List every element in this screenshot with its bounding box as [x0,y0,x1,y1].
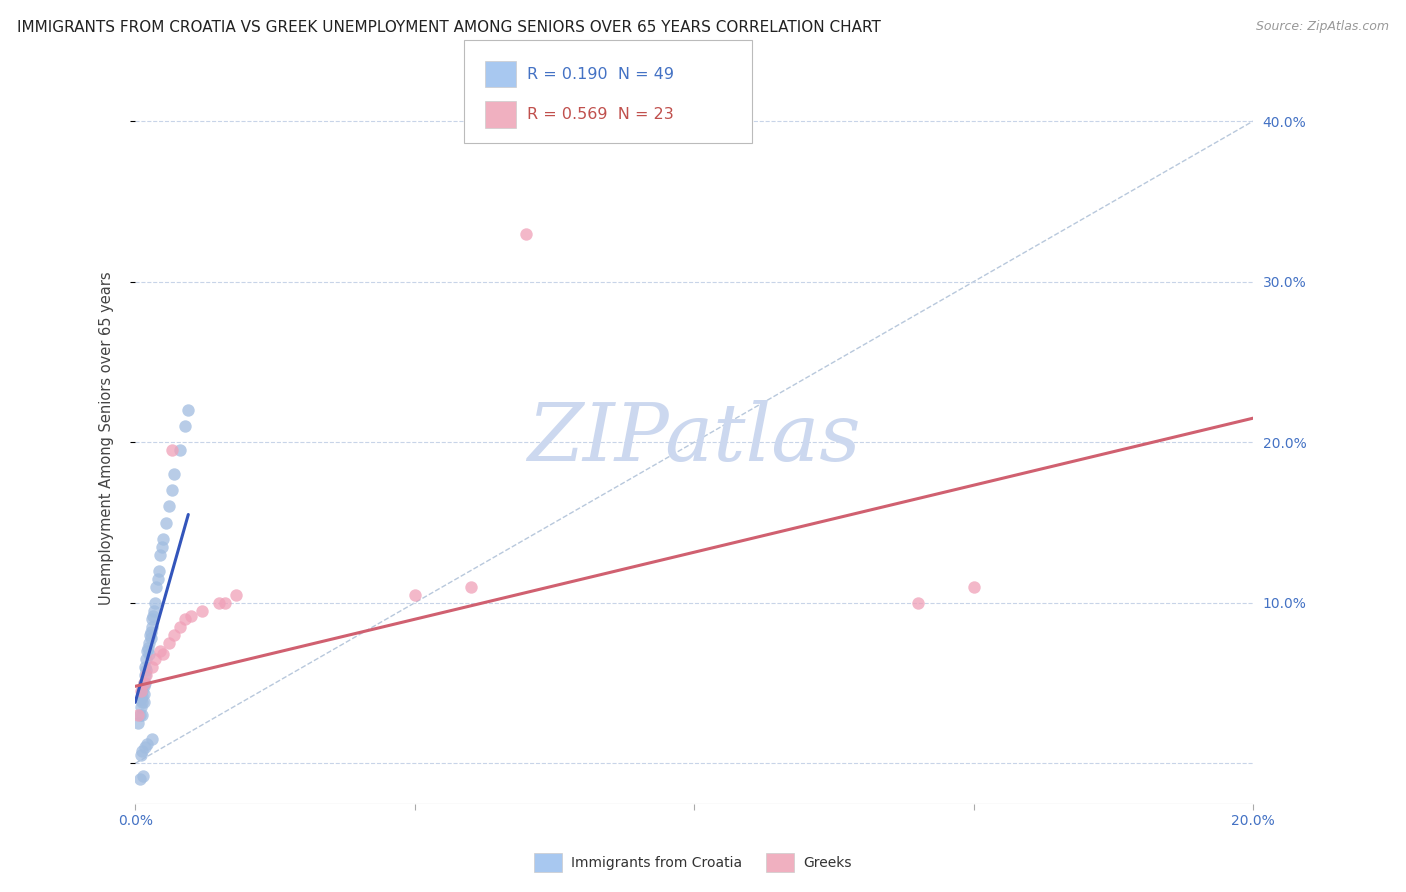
Point [134,676,156,690]
Point [129,684,152,698]
Point [214,596,236,610]
Point [163,467,186,482]
Point [174,612,197,626]
Point [169,620,191,634]
Point [141,612,163,626]
Point [132,769,155,783]
Text: ZIPatlas: ZIPatlas [527,400,860,477]
Point [129,700,152,714]
Point [139,631,162,645]
Point [160,483,183,498]
Point [143,596,166,610]
Point [143,652,166,666]
Point [141,660,163,674]
Point [131,708,153,723]
Point [174,419,197,434]
Point [145,580,167,594]
Point [129,772,152,787]
Point [134,740,156,755]
Point [150,540,173,554]
Point [132,679,155,693]
Point [141,732,163,747]
Point [149,644,172,658]
Text: IMMIGRANTS FROM CROATIA VS GREEK UNEMPLOYMENT AMONG SENIORS OVER 65 YEARS CORREL: IMMIGRANTS FROM CROATIA VS GREEK UNEMPLO… [17,20,880,35]
Point [131,684,153,698]
Point [404,588,426,602]
Point [127,716,149,731]
Point [142,604,165,618]
Y-axis label: Unemployment Among Seniors over 65 years: Unemployment Among Seniors over 65 years [100,271,114,605]
Point [132,676,155,690]
Text: Immigrants from Croatia: Immigrants from Croatia [571,855,742,870]
Point [138,628,160,642]
Point [169,443,191,458]
Point [135,652,157,666]
Point [134,660,156,674]
Point [460,580,482,594]
Point [157,500,180,514]
Point [208,596,231,610]
Point [160,443,183,458]
Point [163,628,186,642]
Text: R = 0.569  N = 23: R = 0.569 N = 23 [527,107,673,121]
Point [138,647,160,661]
Point [177,403,200,417]
Point [136,737,159,751]
Point [135,668,157,682]
Point [131,743,153,757]
Point [127,708,149,723]
Point [146,572,169,586]
Point [157,636,180,650]
Point [131,689,153,703]
Point [191,604,214,618]
Point [131,695,153,709]
Point [155,516,177,530]
Point [225,588,247,602]
Point [962,580,984,594]
Point [132,676,155,690]
Point [149,548,172,562]
Point [152,532,174,546]
Point [141,620,163,634]
Point [136,644,159,658]
Point [128,708,150,723]
Point [129,748,152,763]
Point [132,687,155,701]
Point [148,564,170,578]
Point [907,596,929,610]
Point [142,608,165,623]
Text: Source: ZipAtlas.com: Source: ZipAtlas.com [1256,20,1389,33]
Point [139,624,162,639]
Point [134,695,156,709]
Point [129,692,152,706]
Point [138,636,160,650]
Point [135,663,157,677]
Point [136,640,159,655]
Text: Greeks: Greeks [803,855,851,870]
Point [515,227,537,241]
Point [180,608,202,623]
Point [134,668,156,682]
Point [152,647,174,661]
Text: R = 0.190  N = 49: R = 0.190 N = 49 [527,67,675,81]
